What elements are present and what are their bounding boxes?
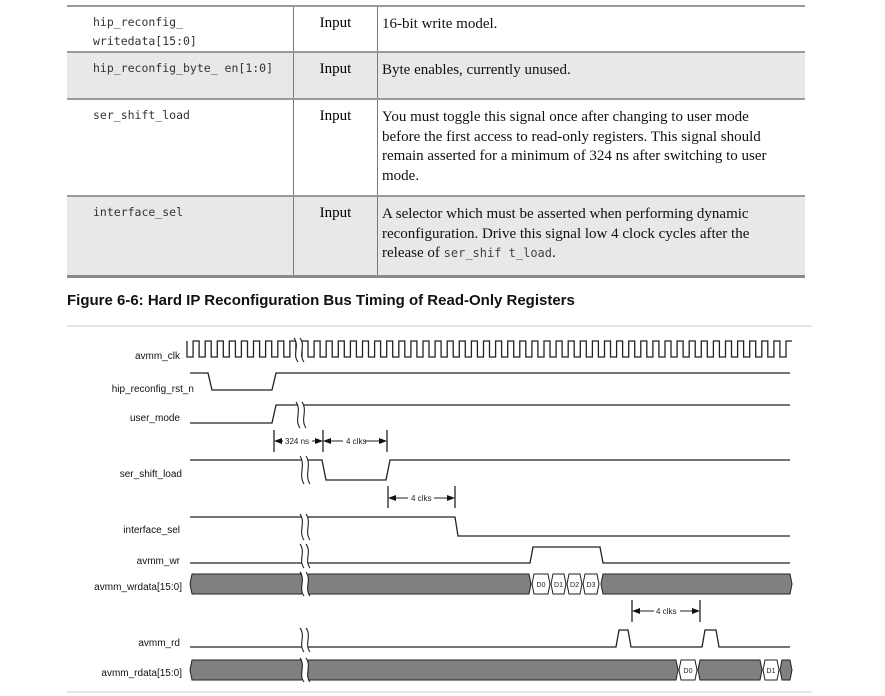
- waveform-interface-sel: [190, 516, 790, 537]
- break-gap: [302, 628, 308, 652]
- break-line: [305, 571, 311, 597]
- timing-annotation: 4 clks: [411, 494, 431, 503]
- signal-description: Byte enables, currently unused.: [377, 51, 805, 99]
- arrow-head: [315, 438, 323, 444]
- waveform-avmm-rdata: D0 D1: [189, 659, 793, 681]
- break-line: [305, 543, 311, 569]
- break-gap: [298, 402, 304, 428]
- bus-data-label: D3: [587, 582, 596, 589]
- signal-label: avmm_rd: [138, 638, 180, 649]
- break-line: [299, 543, 305, 569]
- break-gap: [302, 456, 308, 484]
- arrow-head: [379, 438, 387, 444]
- signal-label: ser_shift_load: [120, 469, 182, 480]
- break-line: [299, 627, 305, 653]
- arrow-head: [388, 495, 396, 501]
- bus-data-cell: [762, 659, 780, 681]
- signal-label: avmm_clk: [135, 351, 181, 362]
- table-row: hip_reconfig_byte_ en[1:0] Input Byte en…: [67, 51, 805, 99]
- waveform-avmm-rd: [190, 629, 790, 648]
- bus-segment-invalid: [600, 573, 793, 595]
- table-row: hip_reconfig_ writedata[15:0] Input 16-b…: [67, 5, 805, 52]
- bus-segment-invalid: [189, 659, 679, 681]
- bus-data-label: D1: [554, 582, 563, 589]
- signal-direction: Input: [293, 195, 378, 278]
- signal-name: hip_reconfig_byte_ en[1:0]: [67, 51, 294, 99]
- bus-data-label: D0: [684, 668, 693, 675]
- bus-data-cell: [678, 659, 698, 681]
- break-line: [305, 513, 311, 541]
- bus-data-label: D0: [537, 582, 546, 589]
- table-row: interface_sel Input A selector which mus…: [67, 195, 805, 278]
- break-gap: [302, 572, 308, 596]
- inline-code: ser_shif t_load: [443, 246, 553, 260]
- bus-segment-invalid: [697, 659, 763, 681]
- signal-direction: Input: [293, 5, 378, 52]
- signal-direction: Input: [293, 98, 378, 196]
- signal-label: user_mode: [130, 413, 180, 424]
- timing-annotation: 4 clks: [346, 437, 366, 446]
- break-gap: [302, 514, 308, 540]
- bus-segment-invalid: [189, 573, 532, 595]
- figure-caption: Figure 6-6: Hard IP Reconfiguration Bus …: [67, 292, 575, 309]
- signal-label: interface_sel: [123, 525, 180, 536]
- signal-name: ser_shift_load: [67, 98, 294, 196]
- waveform-avmm-wr: [190, 546, 790, 564]
- break-gap: [302, 544, 308, 568]
- break-line: [305, 627, 311, 653]
- break-line: [299, 571, 305, 597]
- signal-label: avmm_wrdata[15:0]: [94, 582, 182, 593]
- arrow-head: [323, 438, 331, 444]
- waveform-user-mode: [190, 404, 790, 424]
- arrow-head: [274, 438, 282, 444]
- timing-annotation: 4 clks: [656, 607, 676, 616]
- bus-segment-invalid: [779, 659, 793, 681]
- signal-label: avmm_rdata[15:0]: [101, 668, 182, 679]
- arrow-head: [632, 608, 640, 614]
- break-line: [299, 513, 305, 541]
- break-line: [299, 657, 305, 683]
- signal-name: hip_reconfig_ writedata[15:0]: [67, 5, 294, 52]
- table-row: ser_shift_load Input You must toggle thi…: [67, 98, 805, 196]
- bus-data-cell: [566, 573, 583, 595]
- break-line: [301, 401, 307, 429]
- bus-data-cell: [582, 573, 600, 595]
- waveform-avmm-clk: [186, 340, 792, 358]
- description-text: .: [552, 245, 556, 261]
- bus-data-label: D1: [767, 668, 776, 675]
- timing-annotation: 324 ns: [285, 437, 309, 446]
- signal-label: hip_reconfig_rst_n: [112, 384, 194, 395]
- signal-name: interface_sel: [67, 195, 294, 278]
- break-gap: [296, 338, 302, 362]
- break-line: [293, 337, 299, 363]
- signal-description: A selector which must be asserted when p…: [377, 195, 805, 278]
- bus-data-label: D2: [570, 582, 579, 589]
- break-line: [295, 401, 301, 429]
- signal-description: 16-bit write model.: [377, 5, 805, 52]
- signal-label: avmm_wr: [137, 556, 181, 567]
- arrow-head: [447, 495, 455, 501]
- break-line: [305, 455, 311, 485]
- description-text: A selector which must be asserted when p…: [382, 206, 750, 261]
- waveform-ser-shift-load: [190, 459, 790, 481]
- signal-direction: Input: [293, 51, 378, 99]
- signal-description: You must toggle this signal once after c…: [377, 98, 805, 196]
- timing-arrows: [274, 438, 700, 614]
- waveform-hip-reconfig-rst-n: [190, 372, 790, 391]
- bus-data-cell: [531, 573, 551, 595]
- break-line: [305, 657, 311, 683]
- break-marks: [293, 337, 311, 683]
- signal-table: hip_reconfig_ writedata[15:0] Input 16-b…: [67, 5, 805, 278]
- arrow-head: [692, 608, 700, 614]
- break-line: [299, 455, 305, 485]
- break-gap: [302, 658, 308, 682]
- waveform-avmm-wrdata: D0 D1 D2 D3: [189, 573, 793, 595]
- break-line: [299, 337, 305, 363]
- bus-data-cell: [550, 573, 567, 595]
